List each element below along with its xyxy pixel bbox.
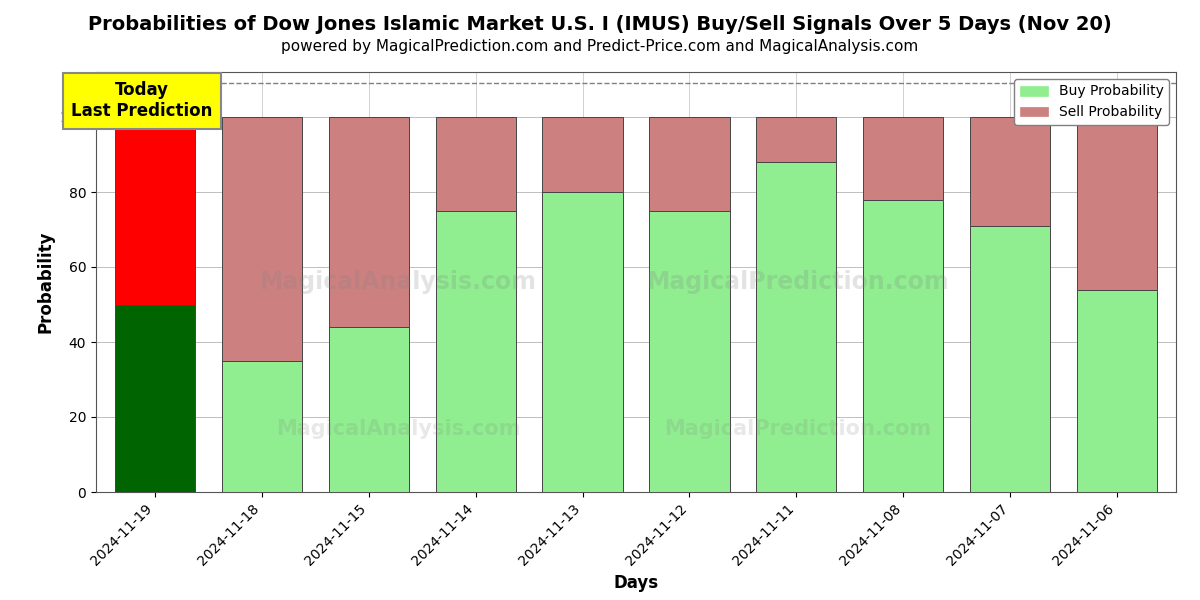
Bar bbox=[115, 117, 194, 304]
Bar bbox=[542, 192, 623, 492]
Bar bbox=[222, 117, 302, 361]
Bar bbox=[649, 117, 730, 211]
Bar bbox=[970, 226, 1050, 492]
Text: MagicalPrediction.com: MagicalPrediction.com bbox=[647, 270, 949, 294]
Bar bbox=[863, 199, 943, 492]
Bar bbox=[1078, 289, 1157, 492]
Text: powered by MagicalPrediction.com and Predict-Price.com and MagicalAnalysis.com: powered by MagicalPrediction.com and Pre… bbox=[281, 39, 919, 54]
X-axis label: Days: Days bbox=[613, 574, 659, 592]
Bar bbox=[436, 117, 516, 211]
Text: Probabilities of Dow Jones Islamic Market U.S. I (IMUS) Buy/Sell Signals Over 5 : Probabilities of Dow Jones Islamic Marke… bbox=[88, 15, 1112, 34]
Bar bbox=[115, 304, 194, 492]
Y-axis label: Probability: Probability bbox=[36, 231, 54, 333]
Bar bbox=[1078, 117, 1157, 289]
Text: MagicalPrediction.com: MagicalPrediction.com bbox=[665, 419, 931, 439]
Bar bbox=[649, 211, 730, 492]
Text: MagicalAnalysis.com: MagicalAnalysis.com bbox=[276, 419, 521, 439]
Legend: Buy Probability, Sell Probability: Buy Probability, Sell Probability bbox=[1014, 79, 1169, 125]
Bar bbox=[756, 162, 836, 492]
Bar bbox=[542, 117, 623, 192]
Bar bbox=[970, 117, 1050, 226]
Bar bbox=[329, 327, 409, 492]
Bar bbox=[863, 117, 943, 199]
Text: MagicalAnalysis.com: MagicalAnalysis.com bbox=[260, 270, 536, 294]
Bar bbox=[756, 117, 836, 162]
Bar bbox=[436, 211, 516, 492]
Bar bbox=[329, 117, 409, 327]
Bar bbox=[222, 361, 302, 492]
Text: Today
Last Prediction: Today Last Prediction bbox=[71, 82, 212, 120]
